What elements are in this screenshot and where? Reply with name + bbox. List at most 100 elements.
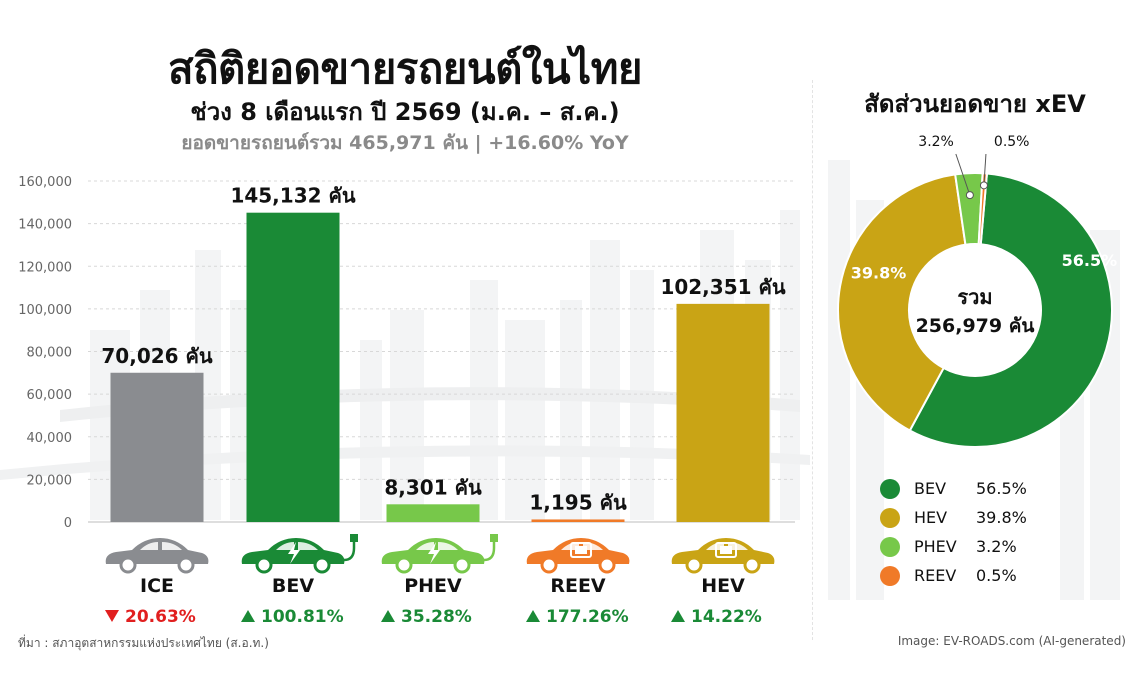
xev-share-donut-chart: รวม 256,979 คัน 56.5% 39.8% 3.2% 0.5% (837, 134, 1118, 448)
car-wheel (313, 556, 331, 574)
panel-divider (812, 80, 813, 640)
y-tick-label: 140,000 (18, 218, 72, 233)
yoy-down-indicator: 20.63% (105, 607, 196, 627)
battery-fill (720, 546, 732, 554)
bar-ice (110, 372, 204, 522)
legend-item-reev: REEV 0.5% (880, 561, 1027, 590)
triangle-up-icon (526, 610, 540, 622)
charge-cable (343, 540, 356, 562)
car-wheel (255, 556, 273, 574)
car-wheel (598, 556, 616, 574)
slice-bev (908, 172, 1113, 448)
car-window (162, 542, 182, 550)
legend-label: REEV (914, 566, 957, 585)
slice-value-label: 39.8% (851, 264, 907, 283)
y-tick-label: 120,000 (18, 260, 72, 275)
slice-value-label: 0.5% (994, 134, 1030, 150)
y-tick-label: 20,000 (27, 473, 73, 488)
legend-value: 39.8% (976, 508, 1027, 527)
battery-car-icon (526, 538, 630, 574)
legend-label: BEV (914, 479, 947, 498)
slice-reev (977, 172, 989, 246)
charge-cable (483, 540, 496, 562)
category-label: HEV (701, 575, 745, 597)
category-label: BEV (272, 575, 314, 597)
legend-label: HEV (914, 508, 948, 527)
car-wheel (540, 556, 558, 574)
triangle-up-icon (671, 610, 685, 622)
bar-hev (676, 303, 770, 522)
bar-reev (531, 519, 625, 522)
battery-fill (575, 546, 587, 554)
y-tick-label: 80,000 (27, 346, 73, 361)
legend-item-hev: HEV 39.8% (880, 503, 1027, 532)
bar-value-label: 145,132 คัน (230, 184, 355, 208)
yoy-up-indicator: 14.22% (671, 607, 762, 627)
image-credit: Image: EV-ROADS.com (AI-generated) (897, 634, 1126, 648)
y-tick-label: 100,000 (18, 303, 72, 318)
bar-value-label: 8,301 คัน (384, 475, 482, 499)
bar-value-label: 70,026 คัน (101, 344, 213, 368)
slice-value-label: 3.2% (918, 134, 954, 150)
hybrid-battery-car-icon (671, 538, 775, 574)
car-wheel (119, 556, 137, 574)
bar-value-label: 102,351 คัน (660, 275, 785, 299)
legend-swatch (880, 536, 900, 557)
car-window (298, 542, 318, 550)
legend-item-phev: PHEV 3.2% (880, 532, 1027, 561)
callout-dot (979, 181, 988, 190)
callout-line (955, 153, 971, 196)
car-wheel (453, 556, 471, 574)
y-tick-label: 40,000 (27, 431, 73, 446)
battery-shape (715, 542, 737, 558)
electric-car-plug-icon (241, 534, 358, 574)
donut-title: สัดส่วนยอดขาย xEV (864, 90, 1086, 118)
triangle-down-icon (105, 610, 119, 622)
category-label: PHEV (404, 575, 462, 597)
donut-center-label: รวม (957, 285, 992, 309)
sales-bar-chart: 0 20,000 40,000 60,000 80,000 100,000 120,000 1… (18, 175, 795, 627)
legend-swatch (880, 507, 900, 528)
legend-swatch (880, 565, 900, 586)
y-tick-label: 0 (64, 516, 72, 531)
source-note: ที่มา : สภาอุตสาหกรรมแห่งประเทศไทย (ส.อ.… (18, 636, 269, 650)
battery-shape (570, 542, 592, 558)
y-tick-label: 160,000 (18, 175, 72, 190)
yoy-change-label: 20.63% (125, 607, 196, 627)
yoy-change-label: 35.28% (401, 607, 472, 627)
charge-plug (350, 534, 358, 542)
total-sales-summary: ยอดขายรถยนต์รวม 465,971 คัน | +16.60% Yo… (181, 132, 629, 154)
yoy-change-label: 14.22% (691, 607, 762, 627)
legend-label: PHEV (914, 537, 957, 556)
lightning-bolt (288, 542, 300, 564)
page-subtitle: ช่วง 8 เดือนแรก ปี 2569 (ม.ค. – ส.ค.) (190, 98, 620, 126)
car-icon (105, 538, 209, 574)
car-window (438, 542, 458, 550)
legend-value: 3.2% (976, 537, 1017, 556)
callout-line (983, 153, 987, 186)
slice-hev (837, 173, 967, 432)
legend-value: 56.5% (976, 479, 1027, 498)
bar-value-label: 1,195 คัน (529, 490, 627, 514)
donut-center-value: 256,979 คัน (916, 315, 1035, 337)
bar-phev (386, 504, 480, 522)
car-window (276, 542, 294, 550)
yoy-change-label: 177.26% (546, 607, 629, 627)
yoy-up-indicator: 100.81% (241, 607, 344, 627)
slice-value-label: 56.5% (1062, 251, 1118, 270)
legend-swatch (880, 478, 900, 499)
category-label: REEV (550, 575, 606, 597)
plug-in-hybrid-car-icon (381, 534, 498, 574)
bar-bev (246, 212, 340, 522)
lightning-bolt (428, 542, 440, 564)
charge-plug (490, 534, 498, 542)
yoy-change-label: 100.81% (261, 607, 344, 627)
car-window (416, 542, 434, 550)
car-window (140, 542, 158, 550)
triangle-up-icon (241, 610, 255, 622)
callout-dot (965, 191, 974, 200)
yoy-up-indicator: 177.26% (526, 607, 629, 627)
page-title: สถิติยอดขายรถยนต์ในไทย (167, 44, 643, 93)
y-tick-label: 60,000 (27, 388, 73, 403)
donut-legend: BEV 56.5% HEV 39.8% PHEV 3.2% REEV 0.5% (880, 474, 1027, 590)
